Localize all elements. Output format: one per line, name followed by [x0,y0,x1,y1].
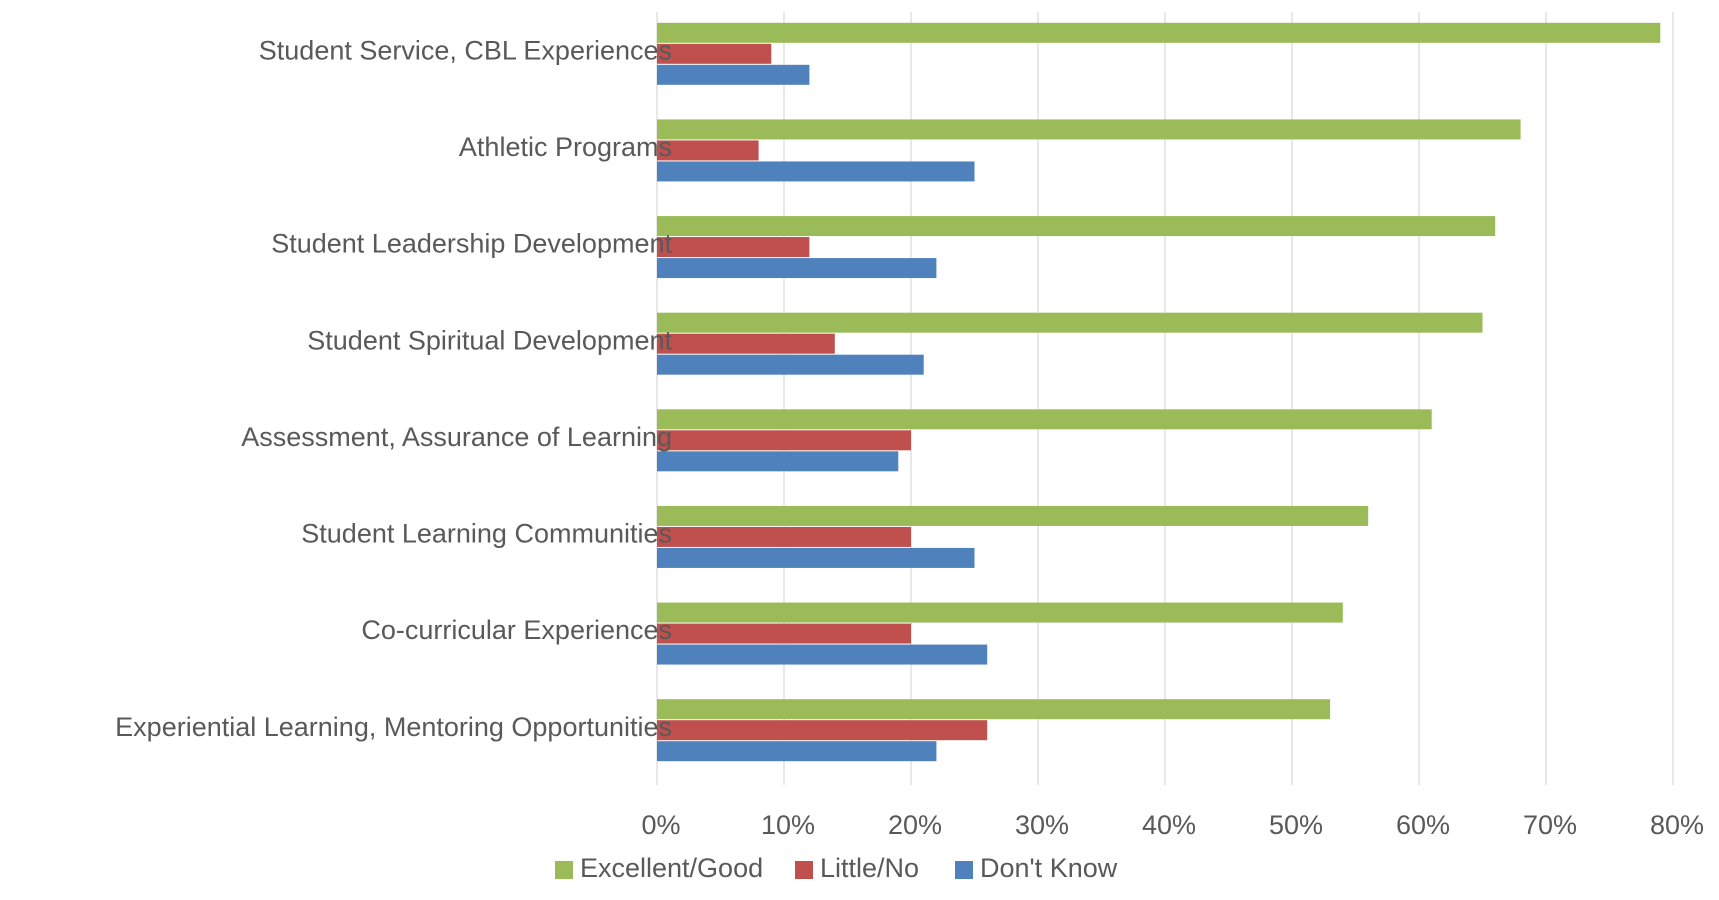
x-tick-label: 70% [1523,810,1577,840]
bar [657,409,1432,430]
bar [657,216,1496,237]
bar [657,237,810,258]
bar [657,43,772,64]
x-tick-label: 40% [1142,810,1196,840]
x-tick-label: 60% [1396,810,1450,840]
bar [657,119,1521,140]
bar [657,451,899,472]
y-tick-label: Student Spiritual Development [307,325,672,355]
y-tick-label: Assessment, Assurance of Learning [241,422,672,452]
bar [657,140,759,161]
bar [657,644,988,665]
legend-label: Excellent/Good [580,853,763,883]
x-tick-label: 50% [1269,810,1323,840]
legend-swatch [555,861,573,879]
bar [657,354,924,375]
bar [657,430,911,451]
bar [657,505,1369,526]
x-tick-label: 10% [761,810,815,840]
x-tick-label: 0% [641,810,680,840]
bar [657,699,1331,720]
bar [657,22,1661,43]
y-tick-label: Athletic Programs [459,132,672,162]
x-tick-label: 30% [1015,810,1069,840]
bar [657,602,1343,623]
x-tick-label: 80% [1650,810,1704,840]
y-tick-label: Experiential Learning, Mentoring Opportu… [115,712,672,742]
x-tick-label: 20% [888,810,942,840]
legend-swatch [955,861,973,879]
bar [657,741,937,762]
bar [657,333,835,354]
y-tick-label: Student Learning Communities [301,519,672,549]
bar [657,161,975,182]
bar [657,526,911,547]
y-tick-label: Student Service, CBL Experiences [259,35,672,65]
bar [657,258,937,279]
y-tick-label: Co-curricular Experiences [361,615,672,645]
legend-swatch [795,861,813,879]
bar [657,64,810,85]
bar [657,720,988,741]
bar [657,312,1483,333]
y-tick-label: Student Leadership Development [271,229,672,259]
bar [657,623,911,644]
legend-label: Little/No [820,853,919,883]
bar [657,547,975,568]
legend-label: Don't Know [980,853,1118,883]
